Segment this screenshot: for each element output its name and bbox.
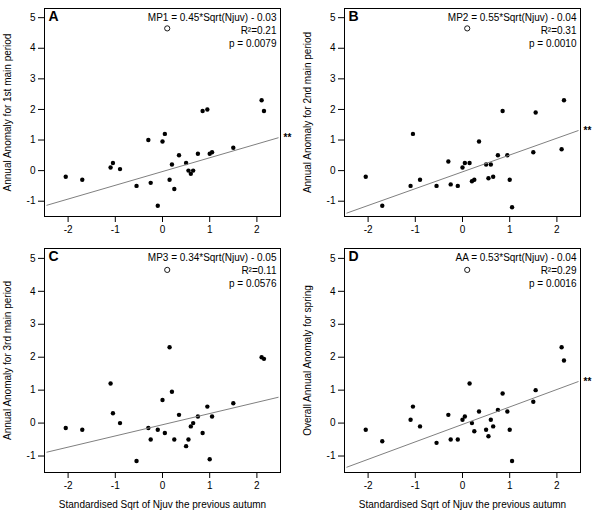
- svg-text:1: 1: [330, 134, 336, 145]
- svg-text:-2: -2: [64, 480, 73, 491]
- svg-text:2: 2: [30, 351, 36, 362]
- svg-text:p = 0.0079: p = 0.0079: [229, 38, 277, 49]
- svg-text:0: 0: [460, 224, 466, 235]
- svg-text:p = 0.0576: p = 0.0576: [229, 278, 277, 289]
- svg-text:-1: -1: [327, 450, 336, 461]
- svg-text:Annual Anomaly for 3rd main pe: Annual Anomaly for 3rd main period: [2, 281, 13, 440]
- svg-text:-1: -1: [411, 480, 420, 491]
- svg-text:-2: -2: [364, 224, 373, 235]
- svg-text:0: 0: [330, 165, 336, 176]
- svg-text:4: 4: [30, 286, 36, 297]
- svg-text:2: 2: [254, 480, 260, 491]
- svg-text:4: 4: [30, 42, 36, 53]
- svg-text:C: C: [49, 248, 59, 264]
- svg-text:3: 3: [330, 318, 336, 329]
- svg-text:R²=0.31: R²=0.31: [541, 25, 577, 36]
- svg-text:1: 1: [30, 134, 36, 145]
- svg-text:0: 0: [160, 224, 166, 235]
- svg-text:1: 1: [207, 224, 213, 235]
- svg-text:1: 1: [330, 384, 336, 395]
- svg-text:2: 2: [330, 351, 336, 362]
- svg-text:2: 2: [254, 224, 260, 235]
- svg-text:0: 0: [30, 417, 36, 428]
- svg-text:3: 3: [330, 73, 336, 84]
- svg-text:2: 2: [330, 104, 336, 115]
- svg-text:1: 1: [507, 224, 513, 235]
- svg-text:-1: -1: [111, 224, 120, 235]
- svg-text:Annual Anomaly for 2nd main pe: Annual Anomaly for 2nd main period: [302, 32, 313, 193]
- svg-text:0: 0: [160, 480, 166, 491]
- svg-text:-1: -1: [27, 450, 36, 461]
- svg-text:R²=0.29: R²=0.29: [541, 265, 577, 276]
- svg-text:5: 5: [330, 253, 336, 264]
- svg-text:2: 2: [554, 480, 560, 491]
- svg-text:5: 5: [30, 12, 36, 23]
- svg-text:2: 2: [30, 104, 36, 115]
- svg-text:4: 4: [330, 42, 336, 53]
- svg-text:1: 1: [30, 384, 36, 395]
- svg-text:-1: -1: [411, 224, 420, 235]
- svg-text:0: 0: [460, 480, 466, 491]
- svg-text:1: 1: [507, 480, 513, 491]
- svg-text:0: 0: [30, 165, 36, 176]
- svg-text:p = 0.0016: p = 0.0016: [529, 278, 577, 289]
- svg-text:3: 3: [30, 73, 36, 84]
- svg-text:1: 1: [207, 480, 213, 491]
- svg-text:**: **: [284, 132, 292, 143]
- svg-text:MP1 = 0.45*Sqrt(Njuv) - 0.03: MP1 = 0.45*Sqrt(Njuv) - 0.03: [148, 12, 277, 23]
- svg-text:**: **: [584, 125, 592, 136]
- svg-text:-1: -1: [27, 195, 36, 206]
- svg-text:p = 0.0010: p = 0.0010: [529, 38, 577, 49]
- svg-text:0: 0: [330, 417, 336, 428]
- svg-text:R²=0.11: R²=0.11: [241, 265, 277, 276]
- svg-text:R²=0.21: R²=0.21: [241, 25, 277, 36]
- svg-text:2: 2: [554, 224, 560, 235]
- svg-text:5: 5: [30, 253, 36, 264]
- svg-text:Overall Annual Anomaly for spr: Overall Annual Anomaly for spring: [302, 285, 313, 436]
- svg-text:AA = 0.53*Sqrt(Njuv) - 0.04: AA = 0.53*Sqrt(Njuv) - 0.04: [456, 252, 577, 263]
- svg-text:MP3 = 0.34*Sqrt(Njuv) - 0.05: MP3 = 0.34*Sqrt(Njuv) - 0.05: [148, 252, 277, 263]
- svg-text:Standardised Sqrt of Njuv the: Standardised Sqrt of Njuv the previous a…: [359, 499, 566, 510]
- svg-text:**: **: [584, 376, 592, 387]
- svg-text:D: D: [349, 248, 359, 264]
- svg-text:-2: -2: [64, 224, 73, 235]
- svg-text:5: 5: [330, 12, 336, 23]
- svg-text:4: 4: [330, 286, 336, 297]
- svg-text:-2: -2: [364, 480, 373, 491]
- svg-text:A: A: [49, 8, 59, 24]
- svg-text:Annual Anomaly for 1st main pe: Annual Anomaly for 1st main period: [2, 34, 13, 192]
- svg-text:MP2 = 0.55*Sqrt(Njuv) - 0.04: MP2 = 0.55*Sqrt(Njuv) - 0.04: [448, 12, 577, 23]
- svg-text:3: 3: [30, 318, 36, 329]
- svg-text:-1: -1: [327, 195, 336, 206]
- svg-text:B: B: [349, 8, 359, 24]
- svg-text:Standardised Sqrt of Njuv the: Standardised Sqrt of Njuv the previous a…: [59, 499, 266, 510]
- svg-text:-1: -1: [111, 480, 120, 491]
